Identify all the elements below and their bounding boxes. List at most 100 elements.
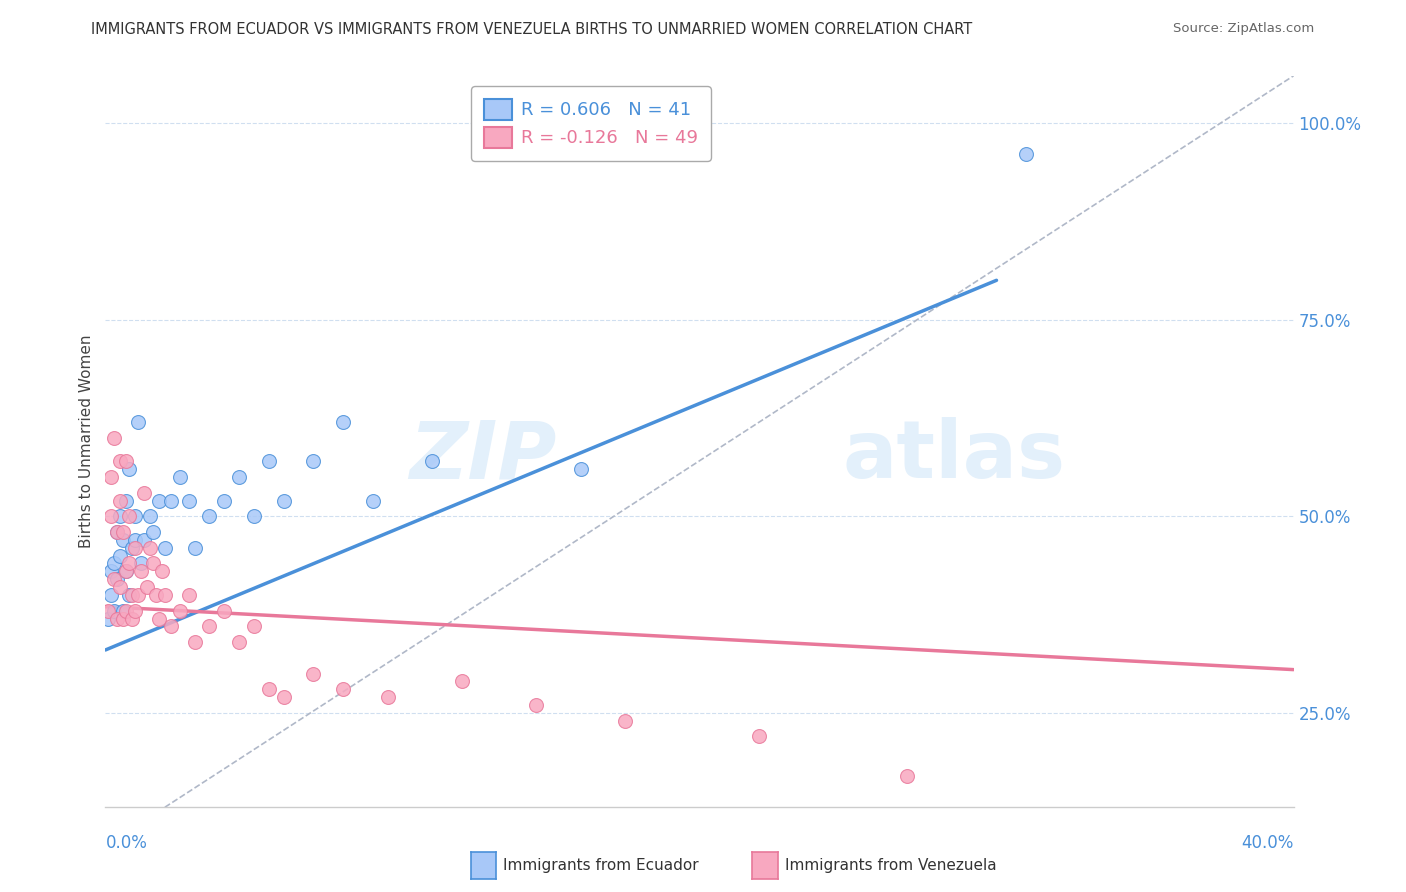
Text: Immigrants from Ecuador: Immigrants from Ecuador: [503, 858, 699, 872]
Point: [100, 588, 122, 602]
Point: [177, 588, 200, 602]
Point: [228, 470, 250, 484]
Point: [139, 541, 162, 555]
Point: [153, 541, 176, 555]
Point: [273, 493, 295, 508]
Point: [112, 611, 135, 625]
Point: [112, 524, 135, 539]
Point: [103, 572, 125, 586]
Point: [243, 509, 266, 524]
Point: [100, 470, 122, 484]
Point: [420, 454, 443, 468]
Point: [118, 462, 141, 476]
Point: [148, 493, 170, 508]
Point: [100, 509, 122, 524]
Point: [377, 690, 399, 705]
Point: [159, 619, 181, 633]
Point: [142, 524, 165, 539]
Text: Immigrants from Venezuela: Immigrants from Venezuela: [785, 858, 997, 872]
Point: [105, 611, 128, 625]
Point: [121, 611, 143, 625]
Point: [159, 493, 181, 508]
Point: [124, 604, 146, 618]
Text: 40.0%: 40.0%: [1241, 834, 1294, 852]
Point: [132, 533, 155, 547]
Point: [332, 415, 354, 429]
Point: [110, 454, 132, 468]
Point: [569, 462, 592, 476]
Point: [139, 509, 162, 524]
Point: [118, 557, 141, 571]
Point: [257, 454, 280, 468]
Point: [524, 698, 547, 712]
Point: [127, 415, 149, 429]
Point: [132, 485, 155, 500]
Point: [129, 564, 152, 578]
Point: [614, 714, 637, 728]
Point: [124, 541, 146, 555]
Point: [302, 666, 325, 681]
Point: [112, 604, 135, 618]
Point: [124, 533, 146, 547]
Text: ZIP: ZIP: [409, 417, 557, 495]
Point: [110, 493, 132, 508]
Point: [302, 454, 325, 468]
Point: [110, 580, 132, 594]
Point: [129, 557, 152, 571]
Point: [153, 588, 176, 602]
Point: [110, 509, 132, 524]
Point: [243, 619, 266, 633]
Point: [115, 564, 138, 578]
Point: [115, 604, 138, 618]
Text: Source: ZipAtlas.com: Source: ZipAtlas.com: [1174, 22, 1315, 36]
Point: [273, 690, 295, 705]
Point: [142, 557, 165, 571]
Point: [110, 549, 132, 563]
Point: [124, 509, 146, 524]
Point: [103, 431, 125, 445]
Text: IMMIGRANTS FROM ECUADOR VS IMMIGRANTS FROM VENEZUELA BIRTHS TO UNMARRIED WOMEN C: IMMIGRANTS FROM ECUADOR VS IMMIGRANTS FR…: [91, 22, 973, 37]
Point: [127, 588, 149, 602]
Point: [896, 769, 918, 783]
Point: [103, 557, 125, 571]
Point: [100, 564, 122, 578]
Point: [105, 572, 128, 586]
Point: [105, 524, 128, 539]
Legend: R = 0.606   N = 41, R = -0.126   N = 49: R = 0.606 N = 41, R = -0.126 N = 49: [471, 87, 711, 161]
Point: [332, 682, 354, 697]
Point: [183, 541, 205, 555]
Text: 0.0%: 0.0%: [105, 834, 148, 852]
Y-axis label: Births to Unmarried Women: Births to Unmarried Women: [79, 334, 94, 549]
Point: [257, 682, 280, 697]
Point: [150, 564, 173, 578]
Point: [115, 454, 138, 468]
Point: [148, 611, 170, 625]
Point: [198, 509, 221, 524]
Point: [450, 674, 472, 689]
Point: [228, 635, 250, 649]
Point: [118, 509, 141, 524]
Point: [177, 493, 200, 508]
Point: [361, 493, 384, 508]
Point: [198, 619, 221, 633]
Point: [97, 611, 120, 625]
Point: [145, 588, 167, 602]
Point: [105, 524, 128, 539]
Point: [169, 470, 191, 484]
Point: [115, 493, 138, 508]
Point: [183, 635, 205, 649]
Point: [121, 541, 143, 555]
Text: atlas: atlas: [842, 417, 1066, 495]
Point: [118, 588, 141, 602]
Point: [214, 493, 236, 508]
Point: [103, 604, 125, 618]
Point: [97, 604, 120, 618]
Point: [112, 533, 135, 547]
Point: [1015, 147, 1038, 161]
Point: [169, 604, 191, 618]
Point: [115, 564, 138, 578]
Point: [214, 604, 236, 618]
Point: [121, 588, 143, 602]
Point: [748, 730, 770, 744]
Point: [136, 580, 159, 594]
